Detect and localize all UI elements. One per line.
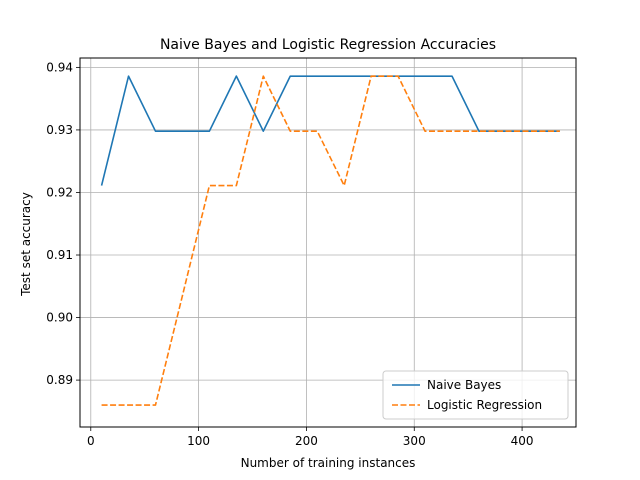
legend-label: Logistic Regression <box>427 398 542 412</box>
x-tick-label: 0 <box>87 434 95 448</box>
grid-lines <box>80 58 576 427</box>
y-tick-label: 0.94 <box>46 60 73 74</box>
x-tick-label: 200 <box>295 434 318 448</box>
chart-title: Naive Bayes and Logistic Regression Accu… <box>160 37 496 53</box>
series-lines <box>100 75 560 406</box>
x-tick-label: 100 <box>187 434 210 448</box>
y-tick-label: 0.89 <box>46 373 73 387</box>
y-tick-label: 0.90 <box>46 311 73 325</box>
y-tick-label: 0.93 <box>46 123 73 137</box>
series-line-logistic-regression <box>101 75 560 406</box>
plot-area-frame <box>79 57 577 428</box>
x-tick-label: 300 <box>403 434 426 448</box>
y-tick-label: 0.91 <box>46 248 73 262</box>
legend: Naive Bayes Logistic Regression <box>382 370 569 420</box>
axis-ticks: 0 100 200 300 400 0.89 0.90 0.91 0.92 0.93 0.94 <box>46 60 533 448</box>
x-axis-label: Number of training instances <box>241 456 416 470</box>
legend-box <box>382 370 569 420</box>
legend-label: Naive Bayes <box>427 378 501 392</box>
y-axis-label: Test set accuracy <box>19 192 33 297</box>
y-tick-label: 0.92 <box>46 185 73 199</box>
x-tick-label: 400 <box>511 434 534 448</box>
